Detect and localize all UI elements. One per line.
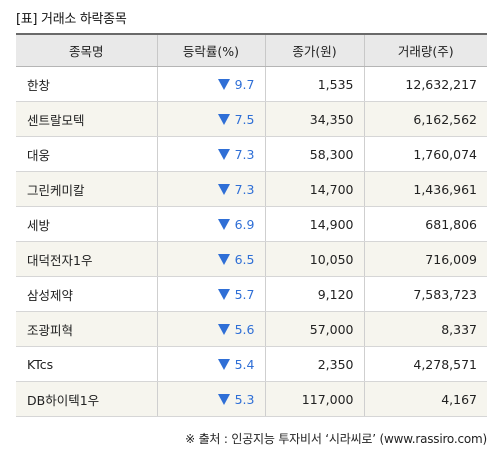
down-triangle-icon bbox=[217, 323, 230, 335]
stock-name: 대덕전자1우 bbox=[16, 241, 158, 277]
table-row: KTcs 5.4 2,350 4,278,571 bbox=[16, 346, 487, 382]
stock-name: 대웅 bbox=[16, 136, 158, 172]
close-price: 14,700 bbox=[265, 171, 365, 207]
volume: 6,162,562 bbox=[364, 101, 487, 137]
down-triangle-icon bbox=[217, 78, 230, 90]
page-title: [표] 거래소 하락종목 bbox=[16, 12, 127, 27]
table-row: 센트랄모텍 7.5 34,350 6,162,562 bbox=[16, 101, 487, 137]
table-row: 세방 6.9 14,900 681,806 bbox=[16, 206, 487, 242]
stock-name: 센트랄모텍 bbox=[16, 101, 158, 137]
change-rate: 6.5 bbox=[234, 251, 255, 267]
down-triangle-icon bbox=[217, 253, 230, 265]
volume: 716,009 bbox=[364, 241, 487, 277]
table-row: DB하이텍1우 5.3 117,000 4,167 bbox=[16, 381, 487, 417]
stock-name: 그린케미칼 bbox=[16, 171, 158, 207]
down-triangle-icon bbox=[217, 288, 230, 300]
table-header-row: 종목명 등락률(%) 종가(원) 거래량(주) bbox=[16, 34, 487, 67]
change-rate: 7.3 bbox=[234, 181, 255, 197]
close-price: 10,050 bbox=[265, 241, 365, 277]
table-row: 한창 9.7 1,535 12,632,217 bbox=[16, 66, 487, 102]
change-rate-cell: 9.7 bbox=[157, 66, 266, 102]
volume: 1,760,074 bbox=[364, 136, 487, 172]
change-rate-cell: 7.3 bbox=[157, 171, 266, 207]
change-rate: 7.3 bbox=[234, 146, 255, 162]
volume: 1,436,961 bbox=[364, 171, 487, 207]
header-volume: 거래량(주) bbox=[364, 34, 487, 67]
change-rate-cell: 5.6 bbox=[157, 311, 266, 347]
stock-name: 조광피혁 bbox=[16, 311, 158, 347]
source-note: ※ 출처 : 인공지능 투자비서 ‘시라씨로’ (www.rassiro.com… bbox=[185, 432, 487, 446]
down-triangle-icon bbox=[217, 393, 230, 405]
change-rate-cell: 5.3 bbox=[157, 381, 266, 417]
down-triangle-icon bbox=[217, 183, 230, 195]
volume: 8,337 bbox=[364, 311, 487, 347]
down-triangle-icon bbox=[217, 148, 230, 160]
header-stock-name: 종목명 bbox=[16, 34, 158, 67]
close-price: 1,535 bbox=[265, 66, 365, 102]
change-rate-cell: 7.3 bbox=[157, 136, 266, 172]
volume: 4,167 bbox=[364, 381, 487, 417]
header-close-price: 종가(원) bbox=[265, 34, 365, 67]
change-rate: 9.7 bbox=[234, 76, 255, 92]
stock-name: 삼성제약 bbox=[16, 276, 158, 312]
table-row: 대웅 7.3 58,300 1,760,074 bbox=[16, 136, 487, 172]
change-rate-cell: 7.5 bbox=[157, 101, 266, 137]
close-price: 57,000 bbox=[265, 311, 365, 347]
stock-name: KTcs bbox=[16, 346, 158, 382]
close-price: 58,300 bbox=[265, 136, 365, 172]
stock-name: 한창 bbox=[16, 66, 158, 102]
change-rate: 7.5 bbox=[234, 111, 255, 127]
down-triangle-icon bbox=[217, 113, 230, 125]
change-rate: 6.9 bbox=[234, 216, 255, 232]
volume: 12,632,217 bbox=[364, 66, 487, 102]
close-price: 117,000 bbox=[265, 381, 365, 417]
change-rate-cell: 5.4 bbox=[157, 346, 266, 382]
change-rate: 5.6 bbox=[234, 321, 255, 337]
close-price: 9,120 bbox=[265, 276, 365, 312]
close-price: 34,350 bbox=[265, 101, 365, 137]
close-price: 14,900 bbox=[265, 206, 365, 242]
declining-stocks-table: 종목명 등락률(%) 종가(원) 거래량(주) 한창 9.7 1,535 12,… bbox=[16, 33, 487, 417]
volume: 681,806 bbox=[364, 206, 487, 242]
change-rate: 5.4 bbox=[234, 356, 255, 372]
down-triangle-icon bbox=[217, 358, 230, 370]
volume: 4,278,571 bbox=[364, 346, 487, 382]
table-row: 삼성제약 5.7 9,120 7,583,723 bbox=[16, 276, 487, 312]
change-rate: 5.3 bbox=[234, 391, 255, 407]
change-rate-cell: 5.7 bbox=[157, 276, 266, 312]
table-row: 조광피혁 5.6 57,000 8,337 bbox=[16, 311, 487, 347]
change-rate-cell: 6.9 bbox=[157, 206, 266, 242]
change-rate: 5.7 bbox=[234, 286, 255, 302]
close-price: 2,350 bbox=[265, 346, 365, 382]
table-row: 그린케미칼 7.3 14,700 1,436,961 bbox=[16, 171, 487, 207]
stock-name: DB하이텍1우 bbox=[16, 381, 158, 417]
down-triangle-icon bbox=[217, 218, 230, 230]
volume: 7,583,723 bbox=[364, 276, 487, 312]
change-rate-cell: 6.5 bbox=[157, 241, 266, 277]
header-change-rate: 등락률(%) bbox=[157, 34, 266, 67]
table-row: 대덕전자1우 6.5 10,050 716,009 bbox=[16, 241, 487, 277]
stock-name: 세방 bbox=[16, 206, 158, 242]
